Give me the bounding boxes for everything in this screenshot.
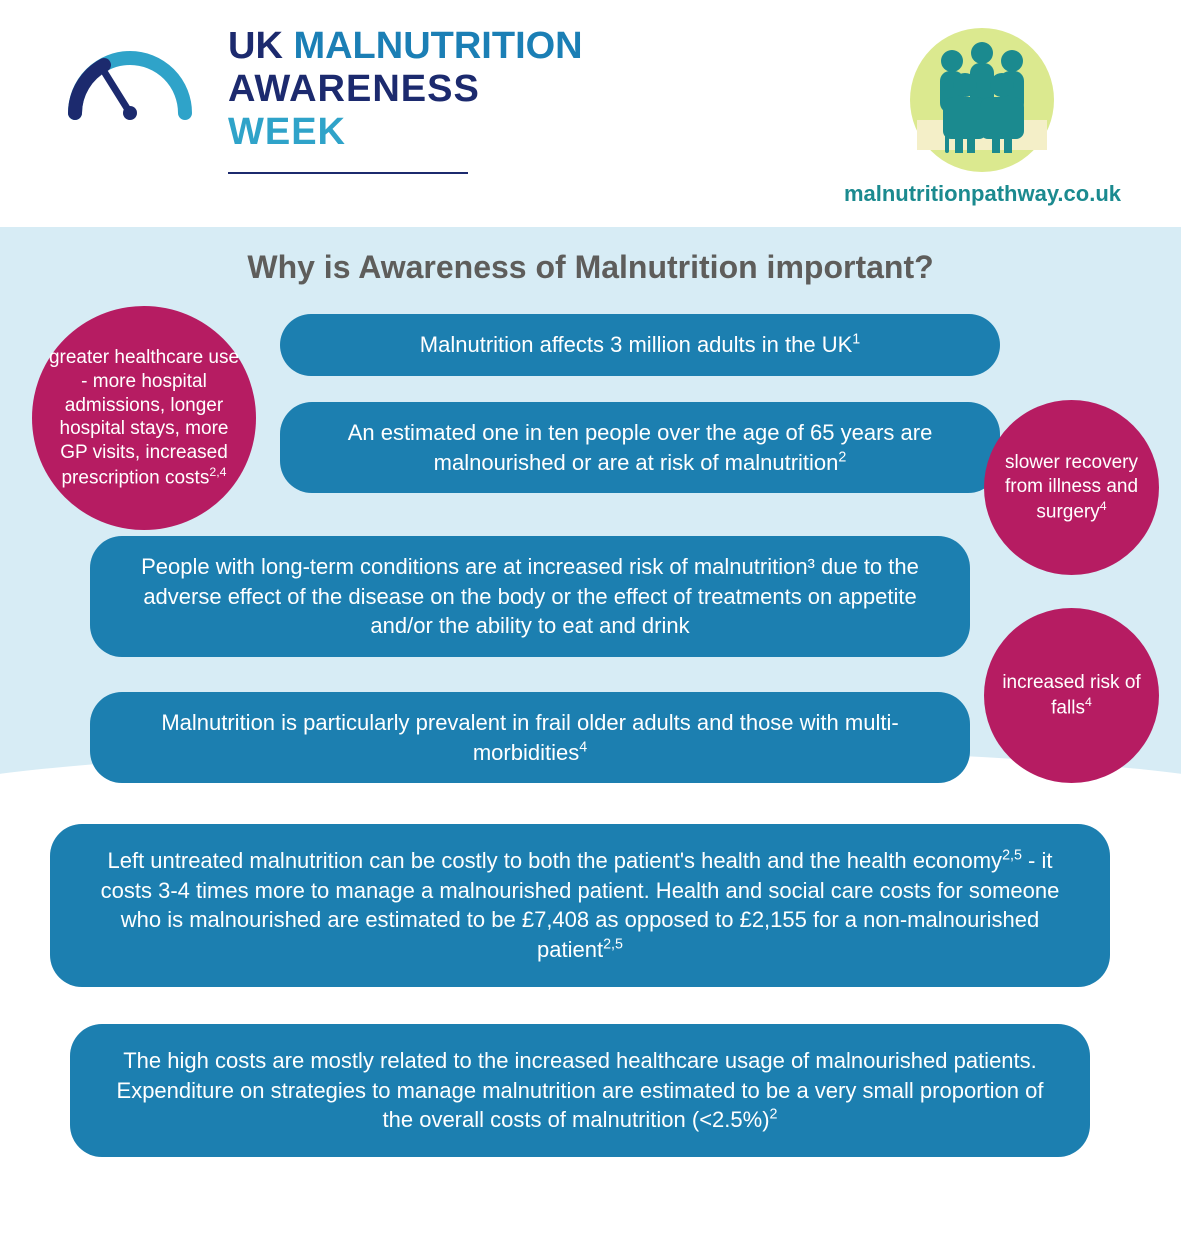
title-line-2: AWARENESS [228, 68, 583, 111]
bubble-3-text: increased risk of falls [1002, 672, 1140, 718]
content-panel: Why is Awareness of Malnutrition importa… [0, 227, 1181, 1177]
bubble-healthcare-use: greater healthcare use - more hospital a… [32, 306, 256, 530]
pill-3million: Malnutrition affects 3 million adults in… [280, 314, 1000, 376]
logo-url: malnutritionpathway.co.uk [844, 181, 1121, 207]
bubble-recovery: slower recovery from illness and surgery… [984, 400, 1159, 575]
pill-frail-adults: Malnutrition is particularly prevalent i… [90, 692, 970, 783]
title-malnutrition: MALNUTRITION [293, 25, 582, 67]
pill-1-ref: 1 [852, 332, 860, 348]
pill-one-in-ten: An estimated one in ten people over the … [280, 402, 1000, 493]
title-line-1: UK MALNUTRITION [228, 25, 583, 68]
bubble-3-ref: 4 [1085, 695, 1092, 709]
logo-left: UK MALNUTRITION AWARENESS WEEK [60, 25, 583, 174]
pill-6-text: The high costs are mostly related to the… [117, 1048, 1044, 1132]
header: UK MALNUTRITION AWARENESS WEEK [0, 0, 1181, 227]
pill-1-text: Malnutrition affects 3 million adults in… [420, 332, 852, 357]
pill-costs: Left untreated malnutrition can be costl… [50, 824, 1110, 987]
pill-4-ref: 4 [579, 739, 587, 755]
pill-5-ref-2: 2,5 [603, 937, 623, 953]
bubble-2-text: slower recovery from illness and surgery [1005, 452, 1138, 522]
pill-2-ref: 2 [838, 449, 846, 465]
people-icon [907, 25, 1057, 175]
logo-right: malnutritionpathway.co.uk [844, 25, 1121, 207]
bubble-1-ref: 2,4 [209, 465, 226, 479]
pill-4-text: Malnutrition is particularly prevalent i… [161, 710, 898, 765]
gauge-icon [60, 33, 200, 123]
pill-6-ref: 2 [770, 1107, 778, 1123]
pill-5-text-a: Left untreated malnutrition can be costl… [107, 848, 1002, 873]
title-block: UK MALNUTRITION AWARENESS WEEK [228, 25, 583, 174]
title-uk: UK [228, 25, 283, 67]
pill-long-term: People with long-term conditions are at … [90, 536, 970, 657]
title-line-3: WEEK [228, 111, 583, 154]
pill-high-costs: The high costs are mostly related to the… [70, 1024, 1090, 1157]
main-title: Why is Awareness of Malnutrition importa… [50, 249, 1131, 286]
bubble-2-ref: 4 [1100, 499, 1107, 513]
bubble-falls: increased risk of falls4 [984, 608, 1159, 783]
pill-5-ref-1: 2,5 [1002, 848, 1022, 864]
title-underline [228, 172, 468, 174]
pill-2-text: An estimated one in ten people over the … [348, 420, 933, 475]
pill-3-text: People with long-term conditions are at … [141, 554, 919, 638]
